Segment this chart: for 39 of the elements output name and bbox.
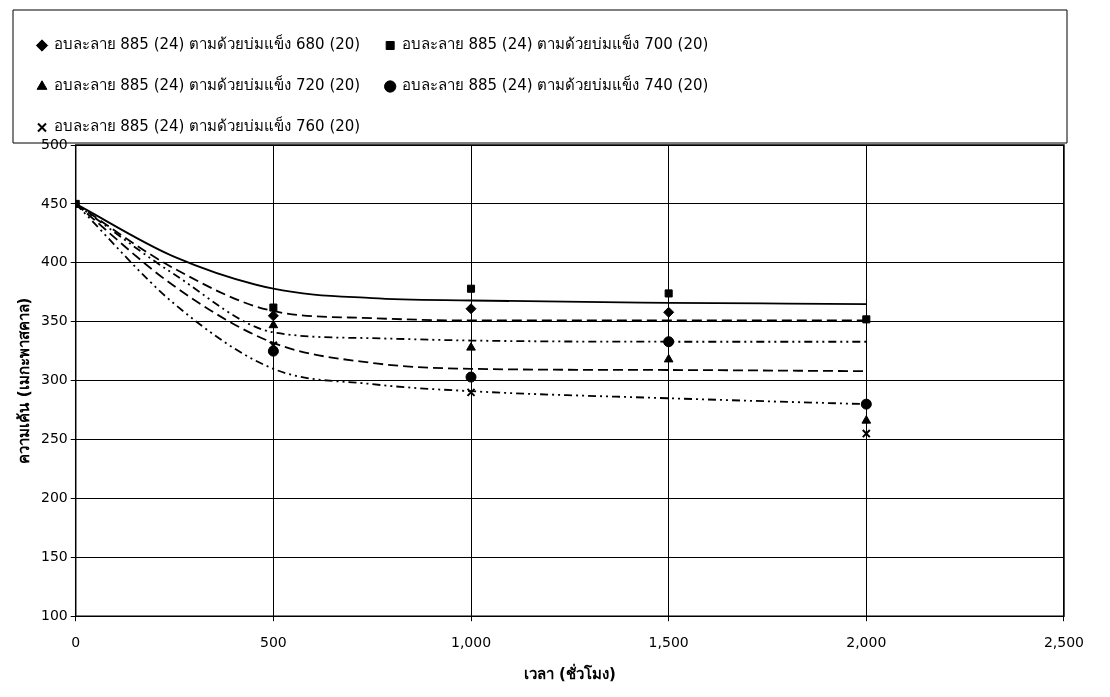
point — [466, 284, 476, 293]
y-tick-label: 350 — [40, 312, 68, 329]
y-tick-label: 400 — [40, 253, 68, 270]
x-tick-label: 2,000 — [846, 634, 887, 651]
y-tick-label: 500 — [40, 135, 68, 152]
point — [465, 303, 477, 315]
y-tick-label: 100 — [40, 606, 68, 623]
legend-label: อบละลาย 885 (24) ตามด้วยบ่มแข็ง 720 (20) — [53, 75, 361, 95]
point — [862, 315, 871, 324]
point — [466, 387, 476, 397]
y-axis-title: ความเค้น (เมกะพาสคาล) — [14, 297, 33, 464]
point — [465, 371, 477, 383]
y-tick-label: 450 — [40, 194, 68, 211]
point — [861, 415, 872, 424]
point — [663, 306, 675, 318]
y-tick-label: 250 — [40, 430, 68, 447]
x-axis-title: เวลา (ชั่วโมง) — [523, 662, 616, 683]
legend-label: อบละลาย 885 (24) ตามด้วยบ่มแข็ง 740 (20) — [401, 75, 709, 95]
x-tick-label: 0 — [71, 634, 81, 651]
x-tick-label: 500 — [260, 634, 287, 651]
legend-label: อบละลาย 885 (24) ตามด้วยบ่มแข็ง 700 (20) — [401, 34, 709, 54]
point — [268, 319, 279, 329]
x-tick-label: 1,500 — [648, 634, 689, 651]
point — [269, 303, 278, 312]
y-tick-label: 150 — [40, 547, 68, 564]
point — [663, 353, 674, 363]
point — [860, 398, 872, 410]
point — [267, 345, 279, 357]
x-tick-label: 2,500 — [1043, 634, 1085, 651]
legend-label: อบละลาย 885 (24) ตามด้วยบ่มแข็ง 760 (20) — [53, 116, 361, 136]
y-tick-label: 300 — [40, 371, 68, 388]
point — [664, 289, 673, 298]
legend-label: อบละลาย 885 (24) ตามด้วยบ่มแข็ง 680 (20) — [53, 34, 361, 54]
x-tick-label: 1,000 — [450, 634, 492, 651]
point — [267, 310, 279, 322]
point — [861, 429, 871, 439]
point — [466, 342, 476, 351]
y-tick-label: 200 — [40, 489, 68, 506]
point — [663, 336, 675, 348]
